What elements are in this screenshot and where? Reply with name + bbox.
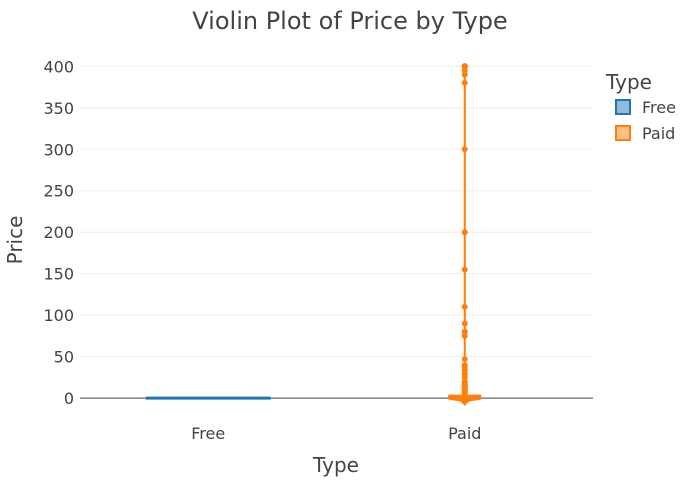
data-point[interactable] [461, 67, 468, 74]
data-point[interactable] [461, 79, 468, 86]
data-point[interactable] [461, 229, 468, 236]
data-point[interactable] [461, 394, 468, 401]
data-point[interactable] [461, 332, 468, 339]
grid-lines [80, 65, 593, 399]
x-tick-labels: Free Paid [191, 424, 481, 443]
y-tick-label: 400 [43, 57, 74, 76]
violin-free[interactable] [145, 396, 271, 400]
x-tick-label: Free [191, 424, 225, 443]
data-point[interactable] [461, 63, 468, 70]
data-point[interactable] [461, 320, 468, 327]
y-axis-title: Price [3, 216, 27, 265]
legend-item-paid[interactable]: Paid [615, 124, 675, 143]
legend-item-free[interactable]: Free [615, 98, 676, 117]
violin-series[interactable] [145, 63, 482, 406]
legend-title: Type [605, 70, 652, 94]
violin-paid[interactable] [448, 63, 482, 406]
y-tick-label: 350 [43, 99, 74, 118]
legend-items[interactable]: Free Paid [615, 98, 676, 143]
y-tick-label: 0 [64, 389, 74, 408]
y-tick-labels: 0 50 100 150 200 250 300 350 400 [43, 57, 74, 408]
x-axis-title: Type [312, 453, 359, 477]
data-point[interactable] [461, 303, 468, 310]
data-point[interactable] [461, 328, 468, 335]
data-point[interactable] [461, 146, 468, 153]
x-tick-label: Paid [448, 424, 481, 443]
y-tick-label: 200 [43, 223, 74, 242]
data-point[interactable] [461, 266, 468, 273]
data-point[interactable] [461, 374, 468, 381]
y-tick-label: 300 [43, 140, 74, 159]
legend[interactable]: Type Free Paid [605, 70, 676, 143]
legend-swatch [615, 99, 631, 115]
data-point[interactable] [461, 71, 468, 78]
legend-label: Free [642, 98, 676, 117]
y-tick-label: 250 [43, 182, 74, 201]
y-tick-label: 50 [54, 348, 74, 367]
data-point[interactable] [461, 356, 468, 363]
chart-title: Violin Plot of Price by Type [192, 7, 507, 35]
legend-label: Paid [642, 124, 675, 143]
y-tick-label: 150 [43, 265, 74, 284]
y-tick-label: 100 [43, 306, 74, 325]
legend-swatch [615, 125, 631, 141]
